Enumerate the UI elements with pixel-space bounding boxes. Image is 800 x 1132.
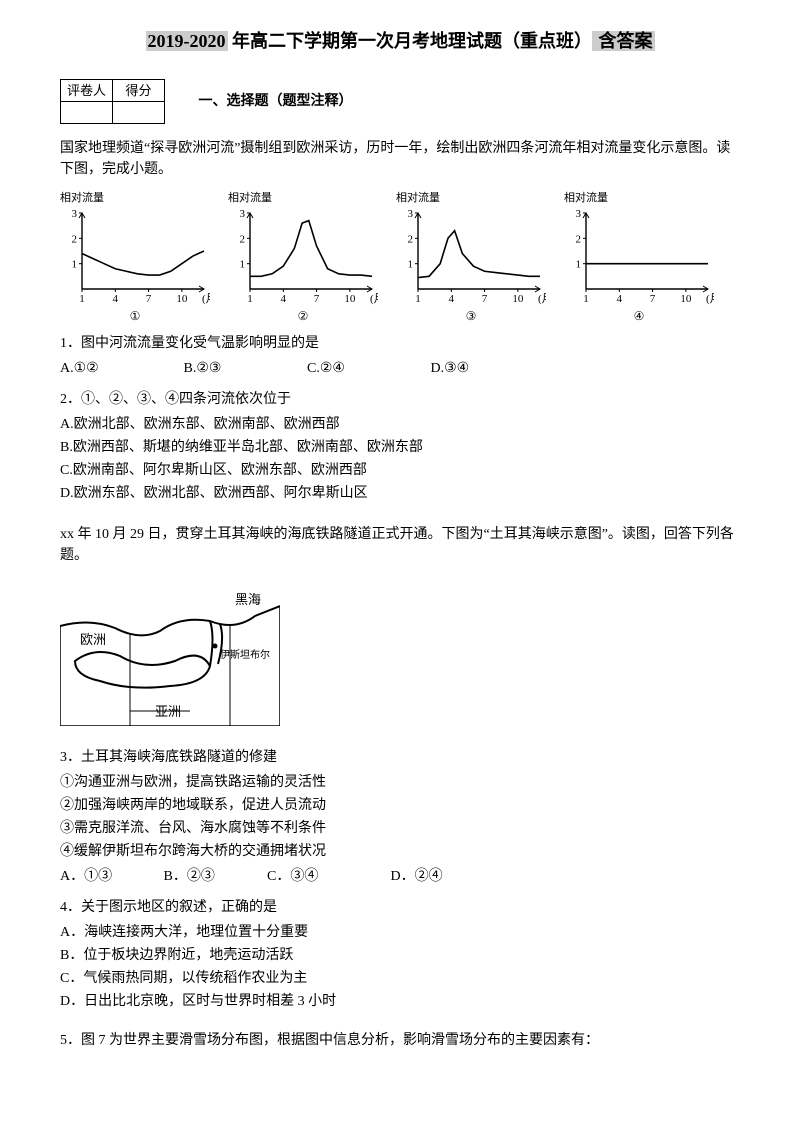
exam-title: 2019-2020 年高二下学期第一次月考地理试题（重点班） 含答案 [60, 28, 740, 55]
svg-text:7: 7 [482, 293, 488, 305]
chart-caption: ① [60, 307, 210, 325]
section-header-row: 评卷人 得分 一、选择题（题型注释） [60, 79, 740, 124]
grader-col-1: 评卷人 [61, 80, 113, 102]
q4-opt-c: C．气候雨热同期，以传统稻作农业为主 [60, 968, 740, 989]
svg-text:7: 7 [314, 293, 320, 305]
title-mid: 年高二下学期第一次月考地理试题（重点班） [228, 31, 593, 51]
q1-opt-b: B.②③ [184, 358, 304, 379]
grader-val-1 [61, 102, 113, 124]
svg-text:3: 3 [240, 209, 246, 220]
svg-text:1: 1 [79, 293, 85, 305]
q1-options: A.①② B.②③ C.②④ D.③④ [60, 358, 740, 379]
q4-opt-d: D．日出比北京晚，区时与世界时相差 3 小时 [60, 991, 740, 1012]
chart-ylabel: 相对流量 [60, 190, 210, 207]
chart-②: 相对流量 1 2 3 1 4 7 10 (月) ② [228, 190, 378, 325]
charts-row: 相对流量 1 2 3 1 4 7 10 (月) ① 相对流量 1 2 3 1 4 7 10 (月) ② 相对流量 1 2 3 1… [60, 190, 740, 325]
svg-text:(月): (月) [538, 293, 546, 305]
label-europe: 欧洲 [80, 632, 106, 647]
map-figure: 28° 30° 欧洲 亚洲 黑海 伊斯坦布尔 [60, 576, 280, 733]
turkey-strait-map: 28° 30° 欧洲 亚洲 黑海 伊斯坦布尔 [60, 576, 280, 726]
q1-opt-d: D.③④ [431, 358, 551, 379]
q3-stem: 3．土耳其海峡海底铁路隧道的修建 [60, 747, 740, 768]
q1-opt-a: A.①② [60, 358, 180, 379]
q4-opt-b: B．位于板块边界附近，地壳运动活跃 [60, 945, 740, 966]
chart-ylabel: 相对流量 [396, 190, 546, 207]
chart-③: 相对流量 1 2 3 1 4 7 10 (月) ③ [396, 190, 546, 325]
q4-opt-a: A．海峡连接两大洋，地理位置十分重要 [60, 922, 740, 943]
svg-text:1: 1 [72, 258, 78, 270]
svg-text:1: 1 [408, 258, 414, 270]
label-blacksea: 黑海 [235, 592, 261, 607]
q3-options: A．①③ B．②③ C．③④ D．②④ [60, 866, 740, 887]
q3-sub-3: ③需克服洋流、台风、海水腐蚀等不利条件 [60, 818, 740, 839]
q4-options: A．海峡连接两大洋，地理位置十分重要 B．位于板块边界附近，地壳运动活跃 C．气… [60, 922, 740, 1012]
q3-opt-d: D．②④ [391, 866, 491, 887]
q3-subs: ①沟通亚洲与欧洲，提高铁路运输的灵活性 ②加强海峡两岸的地域联系，促进人员流动 … [60, 772, 740, 862]
q3-sub-4: ④缓解伊斯坦布尔跨海大桥的交通拥堵状况 [60, 841, 740, 862]
svg-text:1: 1 [415, 293, 421, 305]
q3-opt-b: B．②③ [164, 866, 264, 887]
q3-sub-2: ②加强海峡两岸的地域联系，促进人员流动 [60, 795, 740, 816]
grader-table: 评卷人 得分 [60, 79, 165, 124]
q2-opt-d: D.欧洲东部、欧洲北部、欧洲西部、阿尔卑斯山区 [60, 483, 740, 504]
grader-col-2: 得分 [113, 80, 165, 102]
passage-2: xx 年 10 月 29 日，贯穿土耳其海峡的海底铁路隧道正式开通。下图为“土耳… [60, 524, 740, 566]
svg-text:3: 3 [408, 209, 414, 220]
q2-options: A.欧洲北部、欧洲东部、欧洲南部、欧洲西部 B.欧洲西部、斯堪的纳维亚半岛北部、… [60, 414, 740, 504]
svg-text:4: 4 [449, 293, 455, 305]
svg-text:3: 3 [72, 209, 78, 220]
q3-opt-c: C．③④ [267, 866, 387, 887]
svg-text:10: 10 [680, 293, 692, 305]
q2-opt-a: A.欧洲北部、欧洲东部、欧洲南部、欧洲西部 [60, 414, 740, 435]
svg-text:10: 10 [344, 293, 356, 305]
svg-text:1: 1 [583, 293, 589, 305]
svg-text:4: 4 [281, 293, 287, 305]
svg-text:10: 10 [176, 293, 188, 305]
section-title: 一、选择题（题型注释） [199, 91, 353, 112]
passage-1: 国家地理频道“探寻欧洲河流”摄制组到欧洲采访，历时一年，绘制出欧洲四条河流年相对… [60, 138, 740, 180]
svg-text:10: 10 [512, 293, 524, 305]
q1-stem: 1．图中河流流量变化受气温影响明显的是 [60, 333, 740, 354]
q4-stem: 4．关于图示地区的叙述，正确的是 [60, 897, 740, 918]
title-highlight-2: 含答案 [592, 31, 655, 51]
svg-text:1: 1 [247, 293, 253, 305]
q3-sub-1: ①沟通亚洲与欧洲，提高铁路运输的灵活性 [60, 772, 740, 793]
grader-val-2 [113, 102, 165, 124]
svg-text:(月): (月) [370, 293, 378, 305]
q2-opt-c: C.欧洲南部、阿尔卑斯山区、欧洲东部、欧洲西部 [60, 460, 740, 481]
svg-text:4: 4 [617, 293, 623, 305]
chart-caption: ③ [396, 307, 546, 325]
chart-①: 相对流量 1 2 3 1 4 7 10 (月) ① [60, 190, 210, 325]
chart-caption: ④ [564, 307, 714, 325]
svg-text:2: 2 [240, 233, 246, 245]
svg-text:1: 1 [576, 258, 582, 270]
q2-stem: 2．①、②、③、④四条河流依次位于 [60, 389, 740, 410]
label-city: 伊斯坦布尔 [220, 648, 270, 661]
svg-text:7: 7 [146, 293, 152, 305]
chart-ylabel: 相对流量 [228, 190, 378, 207]
svg-text:2: 2 [408, 233, 414, 245]
q2-opt-b: B.欧洲西部、斯堪的纳维亚半岛北部、欧洲南部、欧洲东部 [60, 437, 740, 458]
svg-text:4: 4 [113, 293, 119, 305]
q3-opt-a: A．①③ [60, 866, 160, 887]
svg-text:(月): (月) [706, 293, 714, 305]
title-highlight-1: 2019-2020 [146, 31, 228, 51]
q5-stem: 5．图 7 为世界主要滑雪场分布图，根据图中信息分析，影响滑雪场分布的主要因素有… [60, 1030, 740, 1051]
chart-ylabel: 相对流量 [564, 190, 714, 207]
chart-④: 相对流量 1 2 3 1 4 7 10 (月) ④ [564, 190, 714, 325]
svg-text:1: 1 [240, 258, 246, 270]
svg-text:3: 3 [576, 209, 582, 220]
svg-text:7: 7 [650, 293, 656, 305]
svg-text:2: 2 [576, 233, 582, 245]
svg-text:(月): (月) [202, 293, 210, 305]
svg-text:2: 2 [72, 233, 78, 245]
chart-caption: ② [228, 307, 378, 325]
q1-opt-c: C.②④ [307, 358, 427, 379]
